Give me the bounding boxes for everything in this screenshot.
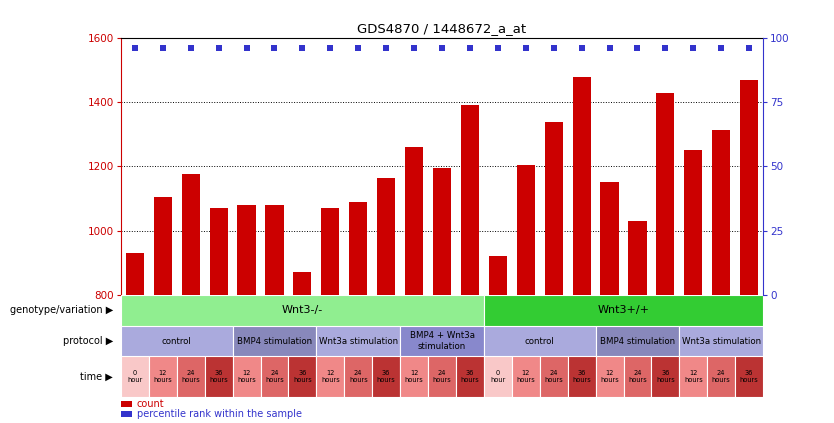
Text: 36
hours: 36 hours bbox=[740, 370, 759, 383]
Bar bbox=[321, 208, 339, 295]
Text: 12
hours: 12 hours bbox=[404, 370, 424, 383]
Bar bbox=[265, 205, 284, 295]
Bar bbox=[126, 253, 144, 295]
Text: 36
hours: 36 hours bbox=[460, 370, 480, 383]
Text: 12
hours: 12 hours bbox=[600, 370, 619, 383]
FancyBboxPatch shape bbox=[316, 357, 344, 397]
FancyBboxPatch shape bbox=[400, 357, 428, 397]
Bar bbox=[489, 256, 507, 295]
Bar bbox=[405, 147, 423, 295]
Text: Wnt3+/+: Wnt3+/+ bbox=[597, 305, 650, 315]
FancyBboxPatch shape bbox=[595, 357, 624, 397]
Text: Wnt3a stimulation: Wnt3a stimulation bbox=[681, 337, 761, 346]
Text: 36
hours: 36 hours bbox=[209, 370, 228, 383]
Text: 24
hours: 24 hours bbox=[265, 370, 284, 383]
Bar bbox=[628, 221, 646, 295]
Bar bbox=[182, 174, 200, 295]
Text: count: count bbox=[137, 399, 164, 409]
FancyBboxPatch shape bbox=[121, 326, 233, 357]
FancyBboxPatch shape bbox=[680, 326, 763, 357]
Text: BMP4 stimulation: BMP4 stimulation bbox=[237, 337, 312, 346]
FancyBboxPatch shape bbox=[260, 357, 289, 397]
FancyBboxPatch shape bbox=[344, 357, 372, 397]
FancyBboxPatch shape bbox=[121, 357, 148, 397]
Text: 24
hours: 24 hours bbox=[181, 370, 200, 383]
Bar bbox=[461, 105, 479, 295]
Bar bbox=[600, 182, 619, 295]
Bar bbox=[545, 121, 563, 295]
FancyBboxPatch shape bbox=[484, 326, 595, 357]
FancyBboxPatch shape bbox=[121, 295, 484, 326]
Text: BMP4 + Wnt3a
stimulation: BMP4 + Wnt3a stimulation bbox=[409, 331, 475, 351]
Bar bbox=[121, 401, 133, 407]
FancyBboxPatch shape bbox=[289, 357, 316, 397]
FancyBboxPatch shape bbox=[512, 357, 540, 397]
Text: 0
hour: 0 hour bbox=[490, 370, 505, 383]
Text: protocol ▶: protocol ▶ bbox=[63, 336, 113, 346]
FancyBboxPatch shape bbox=[484, 295, 763, 326]
Bar bbox=[377, 178, 395, 295]
FancyBboxPatch shape bbox=[204, 357, 233, 397]
Bar bbox=[656, 93, 675, 295]
FancyBboxPatch shape bbox=[233, 357, 260, 397]
Bar bbox=[209, 208, 228, 295]
Bar bbox=[740, 80, 758, 295]
Bar bbox=[153, 197, 172, 295]
FancyBboxPatch shape bbox=[624, 357, 651, 397]
Text: Wnt3a stimulation: Wnt3a stimulation bbox=[319, 337, 398, 346]
FancyBboxPatch shape bbox=[316, 326, 400, 357]
Bar bbox=[517, 165, 535, 295]
FancyBboxPatch shape bbox=[540, 357, 568, 397]
Text: 12
hours: 12 hours bbox=[684, 370, 703, 383]
Text: 24
hours: 24 hours bbox=[349, 370, 368, 383]
Text: 12
hours: 12 hours bbox=[321, 370, 339, 383]
FancyBboxPatch shape bbox=[568, 357, 595, 397]
Text: 12
hours: 12 hours bbox=[516, 370, 535, 383]
FancyBboxPatch shape bbox=[233, 326, 316, 357]
Title: GDS4870 / 1448672_a_at: GDS4870 / 1448672_a_at bbox=[358, 22, 526, 36]
Bar bbox=[684, 151, 702, 295]
Text: 0
hour: 0 hour bbox=[128, 370, 143, 383]
FancyBboxPatch shape bbox=[400, 326, 484, 357]
Text: 24
hours: 24 hours bbox=[433, 370, 451, 383]
Bar bbox=[121, 411, 133, 417]
Text: genotype/variation ▶: genotype/variation ▶ bbox=[10, 305, 113, 315]
Text: BMP4 stimulation: BMP4 stimulation bbox=[600, 337, 675, 346]
Text: 36
hours: 36 hours bbox=[572, 370, 591, 383]
FancyBboxPatch shape bbox=[680, 357, 707, 397]
Text: 12
hours: 12 hours bbox=[237, 370, 256, 383]
FancyBboxPatch shape bbox=[651, 357, 680, 397]
Text: time ▶: time ▶ bbox=[80, 371, 113, 382]
Text: 36
hours: 36 hours bbox=[656, 370, 675, 383]
FancyBboxPatch shape bbox=[372, 357, 400, 397]
Text: 24
hours: 24 hours bbox=[628, 370, 647, 383]
Text: 24
hours: 24 hours bbox=[545, 370, 563, 383]
FancyBboxPatch shape bbox=[484, 357, 512, 397]
Bar bbox=[573, 77, 590, 295]
Bar bbox=[712, 129, 731, 295]
Bar bbox=[349, 202, 367, 295]
Text: 36
hours: 36 hours bbox=[293, 370, 312, 383]
Text: 24
hours: 24 hours bbox=[712, 370, 731, 383]
Text: Wnt3-/-: Wnt3-/- bbox=[282, 305, 323, 315]
FancyBboxPatch shape bbox=[736, 357, 763, 397]
Bar bbox=[433, 168, 451, 295]
FancyBboxPatch shape bbox=[148, 357, 177, 397]
Text: 12
hours: 12 hours bbox=[153, 370, 172, 383]
Bar bbox=[294, 272, 311, 295]
FancyBboxPatch shape bbox=[428, 357, 456, 397]
FancyBboxPatch shape bbox=[707, 357, 736, 397]
Bar bbox=[238, 205, 256, 295]
Text: control: control bbox=[162, 337, 192, 346]
FancyBboxPatch shape bbox=[177, 357, 204, 397]
FancyBboxPatch shape bbox=[595, 326, 680, 357]
FancyBboxPatch shape bbox=[456, 357, 484, 397]
Text: percentile rank within the sample: percentile rank within the sample bbox=[137, 409, 302, 419]
Text: control: control bbox=[525, 337, 555, 346]
Text: 36
hours: 36 hours bbox=[377, 370, 395, 383]
